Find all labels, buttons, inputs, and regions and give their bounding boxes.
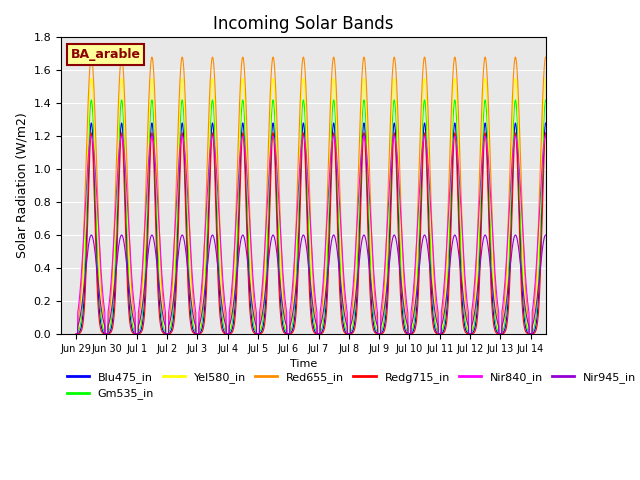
Line: Nir840_in: Nir840_in (76, 136, 561, 334)
Blu475_in (495, 331, 502, 337)
Line: Gm535_in: Gm535_in (76, 100, 561, 334)
Gm535_in (88, 97, 95, 103)
Nir840_in (198, 281, 205, 287)
Red655_in (88, 54, 95, 60)
Yel580_in (221, 324, 229, 329)
Blu475_in (436, 331, 444, 337)
Nir840_in (290, 267, 298, 273)
Gm535_in (198, 320, 205, 326)
Redg715_in (495, 331, 502, 337)
Red655_in (557, 331, 564, 337)
Red655_in (436, 331, 444, 337)
Red655_in (90, 71, 97, 77)
Nir945_in (557, 331, 564, 337)
Nir840_in (436, 331, 444, 337)
Title: Incoming Solar Bands: Incoming Solar Bands (213, 15, 394, 33)
Gm535_in (495, 331, 502, 337)
Yel580_in (290, 300, 298, 306)
Yel580_in (88, 76, 95, 82)
Gm535_in (436, 331, 444, 337)
Nir840_in (72, 331, 80, 337)
Blu475_in (198, 326, 205, 332)
Nir945_in (90, 237, 97, 243)
Nir840_in (90, 142, 97, 147)
Yel580_in (495, 331, 502, 337)
Gm535_in (90, 119, 97, 125)
Yel580_in (90, 96, 97, 101)
Line: Nir945_in: Nir945_in (76, 235, 561, 334)
Nir840_in (557, 331, 564, 337)
Redg715_in (557, 331, 564, 337)
Nir945_in (495, 331, 502, 337)
Legend: Blu475_in, Gm535_in, Yel580_in, Red655_in, Redg715_in, Nir840_in, Nir945_in: Blu475_in, Gm535_in, Yel580_in, Red655_i… (67, 372, 636, 399)
Blu475_in (221, 330, 229, 336)
Yel580_in (436, 331, 444, 337)
Redg715_in (90, 158, 97, 164)
Redg715_in (72, 331, 80, 337)
Red655_in (221, 313, 229, 319)
Redg715_in (290, 327, 298, 333)
Redg715_in (221, 331, 229, 336)
Y-axis label: Solar Radiation (W/m2): Solar Radiation (W/m2) (15, 113, 28, 258)
Red655_in (290, 277, 298, 283)
Red655_in (495, 331, 502, 337)
Line: Red655_in: Red655_in (76, 57, 561, 334)
Nir945_in (436, 331, 444, 337)
Line: Redg715_in: Redg715_in (76, 133, 561, 334)
Red655_in (72, 331, 80, 337)
Redg715_in (198, 329, 205, 335)
Nir945_in (221, 320, 229, 326)
Red655_in (198, 293, 205, 299)
Nir945_in (290, 304, 298, 310)
Yel580_in (72, 331, 80, 337)
Nir840_in (495, 331, 502, 337)
X-axis label: Time: Time (290, 359, 317, 369)
Gm535_in (72, 331, 80, 337)
Nir840_in (88, 133, 95, 139)
Text: BA_arable: BA_arable (71, 48, 141, 61)
Yel580_in (557, 331, 564, 337)
Redg715_in (436, 331, 444, 337)
Gm535_in (221, 328, 229, 334)
Nir945_in (88, 232, 95, 238)
Line: Blu475_in: Blu475_in (76, 123, 561, 334)
Blu475_in (88, 120, 95, 126)
Gm535_in (557, 331, 564, 337)
Nir945_in (198, 311, 205, 316)
Yel580_in (198, 311, 205, 317)
Blu475_in (90, 144, 97, 150)
Nir840_in (221, 302, 229, 308)
Line: Yel580_in: Yel580_in (76, 79, 561, 334)
Nir945_in (72, 331, 80, 337)
Blu475_in (72, 331, 80, 337)
Redg715_in (88, 130, 95, 136)
Gm535_in (290, 313, 298, 319)
Blu475_in (290, 322, 298, 328)
Blu475_in (557, 331, 564, 337)
